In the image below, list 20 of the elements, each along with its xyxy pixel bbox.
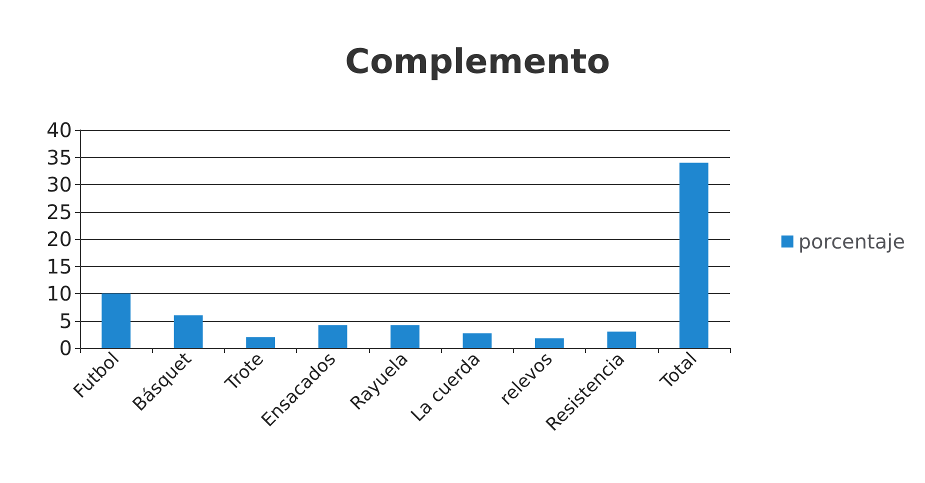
bar bbox=[246, 337, 275, 348]
y-tick-label: 35 bbox=[46, 145, 72, 170]
legend-label: porcentaje bbox=[798, 230, 906, 254]
bar bbox=[462, 333, 492, 348]
y-tick-label: 30 bbox=[46, 172, 72, 196]
bar bbox=[318, 325, 348, 348]
bar bbox=[607, 332, 636, 348]
chart-title: Complemento bbox=[345, 42, 610, 82]
bar bbox=[679, 162, 708, 348]
y-tick-label: 40 bbox=[46, 118, 72, 142]
bar bbox=[390, 325, 420, 348]
y-tick-label: 25 bbox=[46, 200, 72, 224]
y-tick-label: 15 bbox=[46, 254, 72, 278]
bar bbox=[102, 294, 131, 348]
bar bbox=[174, 315, 203, 348]
y-tick-label: 20 bbox=[46, 227, 72, 251]
y-tick-label: 0 bbox=[59, 336, 72, 360]
bar bbox=[535, 338, 564, 348]
y-tick-label: 5 bbox=[59, 308, 72, 333]
y-tick-label: 10 bbox=[46, 282, 72, 306]
